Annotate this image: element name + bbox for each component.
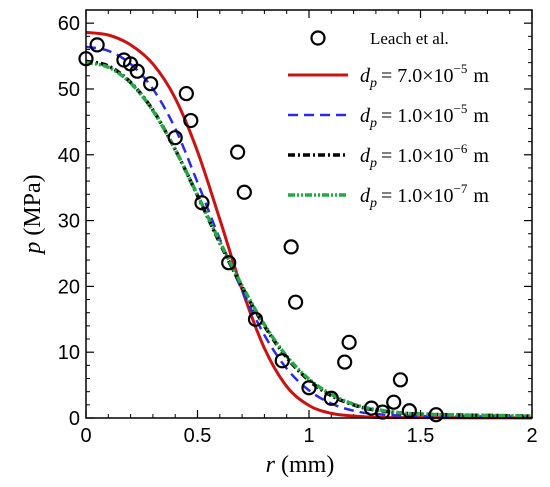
legend-var: d	[360, 65, 371, 87]
legend-unit: m	[473, 145, 489, 167]
data-point	[323, 390, 339, 406]
data-point	[386, 394, 402, 410]
y-tick-label-2: 20	[58, 276, 80, 298]
legend-var: d	[360, 145, 371, 167]
y-tick-label-5: 50	[58, 79, 80, 101]
x-axis-title: r (mm)	[266, 452, 335, 478]
legend-unit: m	[473, 185, 489, 207]
data-point	[129, 63, 145, 79]
x-tick-label-0: 0	[80, 425, 91, 447]
legend-value: = 1.0×10	[381, 185, 454, 207]
data-point	[392, 372, 409, 388]
x-axis-unit: (mm)	[281, 452, 334, 478]
data-point	[89, 37, 105, 53]
legend-label-2: dp = 1.0×10−6 m	[360, 141, 489, 171]
y-axis-unit: (MPa)	[20, 174, 46, 235]
data-point	[341, 334, 357, 350]
data-point	[230, 144, 246, 160]
data-point	[143, 76, 159, 92]
x-tick-label-4: 2	[526, 425, 537, 447]
series-line-2	[85, 59, 533, 418]
legend-label-0: dp = 7.0×10−5 m	[360, 61, 489, 91]
y-tick-label-1: 10	[58, 342, 80, 364]
legend-subscript: p	[369, 156, 377, 171]
legend-var: d	[360, 105, 371, 127]
legend-subscript: p	[369, 76, 377, 91]
legend-exponent: −5	[454, 101, 468, 116]
data-point	[288, 294, 304, 310]
legend-exponent: −7	[454, 181, 468, 196]
data-point	[274, 353, 290, 369]
legend-var: d	[360, 185, 371, 207]
y-tick-label-3: 30	[58, 211, 80, 233]
series-line-3	[85, 60, 533, 418]
data-point	[236, 184, 252, 200]
legend-label-scatter: Leach et al.	[370, 29, 449, 48]
plot-frame	[85, 9, 533, 419]
legend-subscript: p	[369, 196, 377, 211]
legend-marker-scatter	[310, 30, 326, 46]
legend-label-1: dp = 1.0×10−5 m	[360, 101, 489, 131]
data-point	[167, 130, 183, 146]
legend: Leach et al.dp = 7.0×10−5 mdp = 1.0×10−5 mdp…	[288, 29, 489, 211]
legend-exponent: −5	[454, 61, 468, 76]
scatter-layer	[78, 37, 444, 423]
data-point	[247, 311, 264, 327]
data-point	[194, 195, 210, 211]
legend-value: = 1.0×10	[381, 145, 454, 167]
x-tick-label-2: 1	[303, 425, 314, 447]
y-tick-label-6: 60	[58, 13, 80, 35]
data-point	[428, 407, 444, 423]
x-axis-var: r	[266, 452, 276, 478]
series-line-1	[85, 45, 533, 418]
data-point	[283, 239, 299, 255]
legend-value: = 1.0×10	[381, 105, 454, 127]
legend-value: = 7.0×10	[381, 65, 454, 87]
y-axis-var: p	[20, 242, 46, 256]
legend-subscript: p	[369, 116, 377, 131]
y-axis-title: p (MPa)	[20, 174, 46, 255]
data-point	[301, 380, 317, 396]
x-tick-label-1: 0.5	[184, 425, 212, 447]
legend-label-3: dp = 1.0×10−7 m	[360, 181, 489, 211]
legend-unit: m	[473, 65, 489, 87]
data-point	[337, 354, 353, 370]
y-tick-label-4: 40	[58, 145, 80, 167]
y-tick-label-0: 0	[69, 408, 80, 430]
x-tick-label-3: 1.5	[407, 425, 435, 447]
data-point	[221, 255, 237, 271]
data-point	[178, 85, 194, 102]
legend-unit: m	[473, 105, 489, 127]
data-point	[183, 112, 199, 129]
legend-exponent: −6	[454, 141, 468, 156]
